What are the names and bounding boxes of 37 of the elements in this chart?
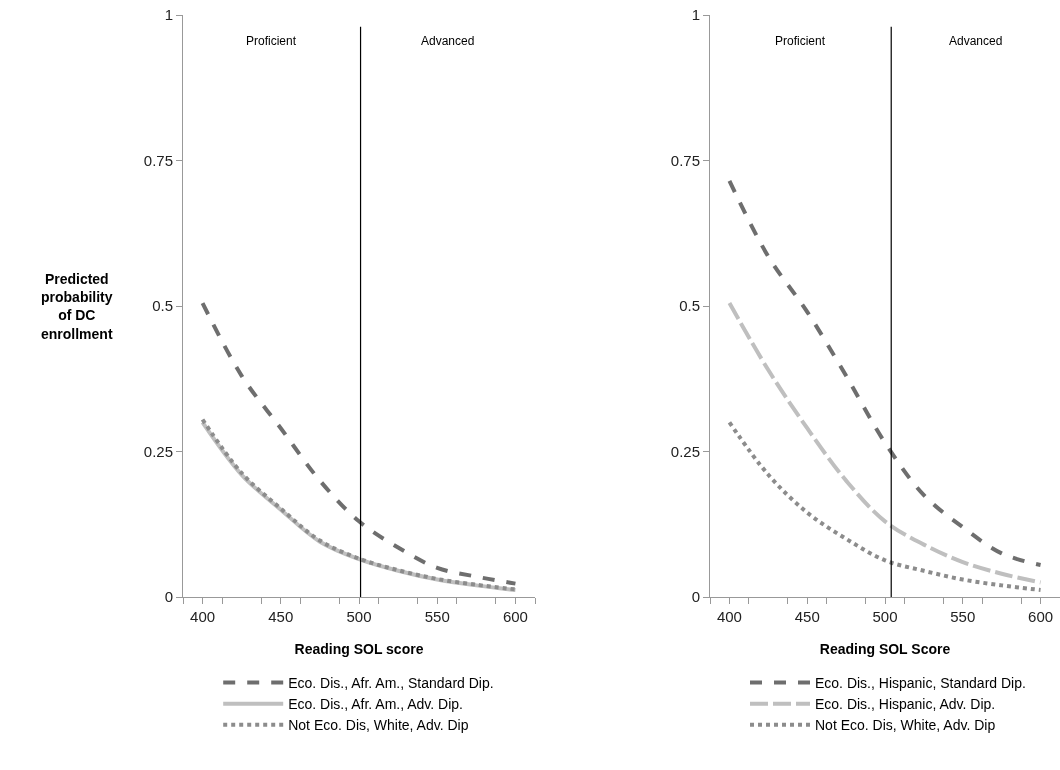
- x-tick-label: 400: [190, 608, 216, 625]
- x-axis-title: Reading SOL score: [294, 641, 424, 658]
- x-tick-label: 600: [502, 608, 528, 625]
- x-tick-label: 500: [346, 608, 372, 625]
- y-tick-label: 0.25: [670, 442, 700, 460]
- x-tick-label: 450: [268, 608, 294, 625]
- legend-label: Eco. Dis., Afr. Am., Standard Dip.: [288, 674, 494, 691]
- legend-label: Not Eco. Dis, White, Adv. Dip: [288, 717, 469, 734]
- legend-label: Eco. Dis., Hispanic, Standard Dip.: [815, 674, 1026, 691]
- legend-label: Not Eco. Dis, White, Adv. Dip: [815, 717, 996, 734]
- x-tick-label: 550: [424, 608, 450, 625]
- y-tick-label: 0: [691, 588, 700, 606]
- y-tick-label: 0.25: [143, 442, 173, 460]
- annotation: Advanced: [421, 34, 475, 48]
- x-tick-label: 500: [872, 608, 898, 625]
- legend-label: Eco. Dis., Afr. Am., Adv. Dip.: [288, 696, 464, 713]
- line-series: [200, 301, 518, 586]
- y-tick-label: 0.75: [670, 151, 700, 169]
- annotation: Proficient: [246, 34, 297, 48]
- y-tick-label: 0.5: [152, 297, 173, 315]
- y-tick-label: 0.5: [679, 297, 700, 315]
- line-series: [727, 178, 1043, 567]
- y-tick-label: 1: [164, 6, 173, 24]
- x-tick-label: 450: [794, 608, 820, 625]
- x-axis-title: Reading SOL Score: [819, 641, 951, 658]
- y-tick-label: 0: [164, 588, 173, 606]
- y-tick-label: 0.75: [143, 151, 173, 169]
- x-tick-label: 600: [1028, 608, 1054, 625]
- y-axis-title: Predicted probability of DC enrollment: [41, 271, 113, 342]
- x-tick-label: 550: [950, 608, 976, 625]
- line-series: [727, 420, 1043, 593]
- legend-label: Eco. Dis., Hispanic, Adv. Dip.: [815, 696, 996, 713]
- line-series: [727, 301, 1043, 585]
- y-tick-label: 1: [691, 6, 700, 24]
- annotation: Proficient: [775, 34, 826, 48]
- x-tick-label: 400: [716, 608, 742, 625]
- annotation: Advanced: [949, 34, 1003, 48]
